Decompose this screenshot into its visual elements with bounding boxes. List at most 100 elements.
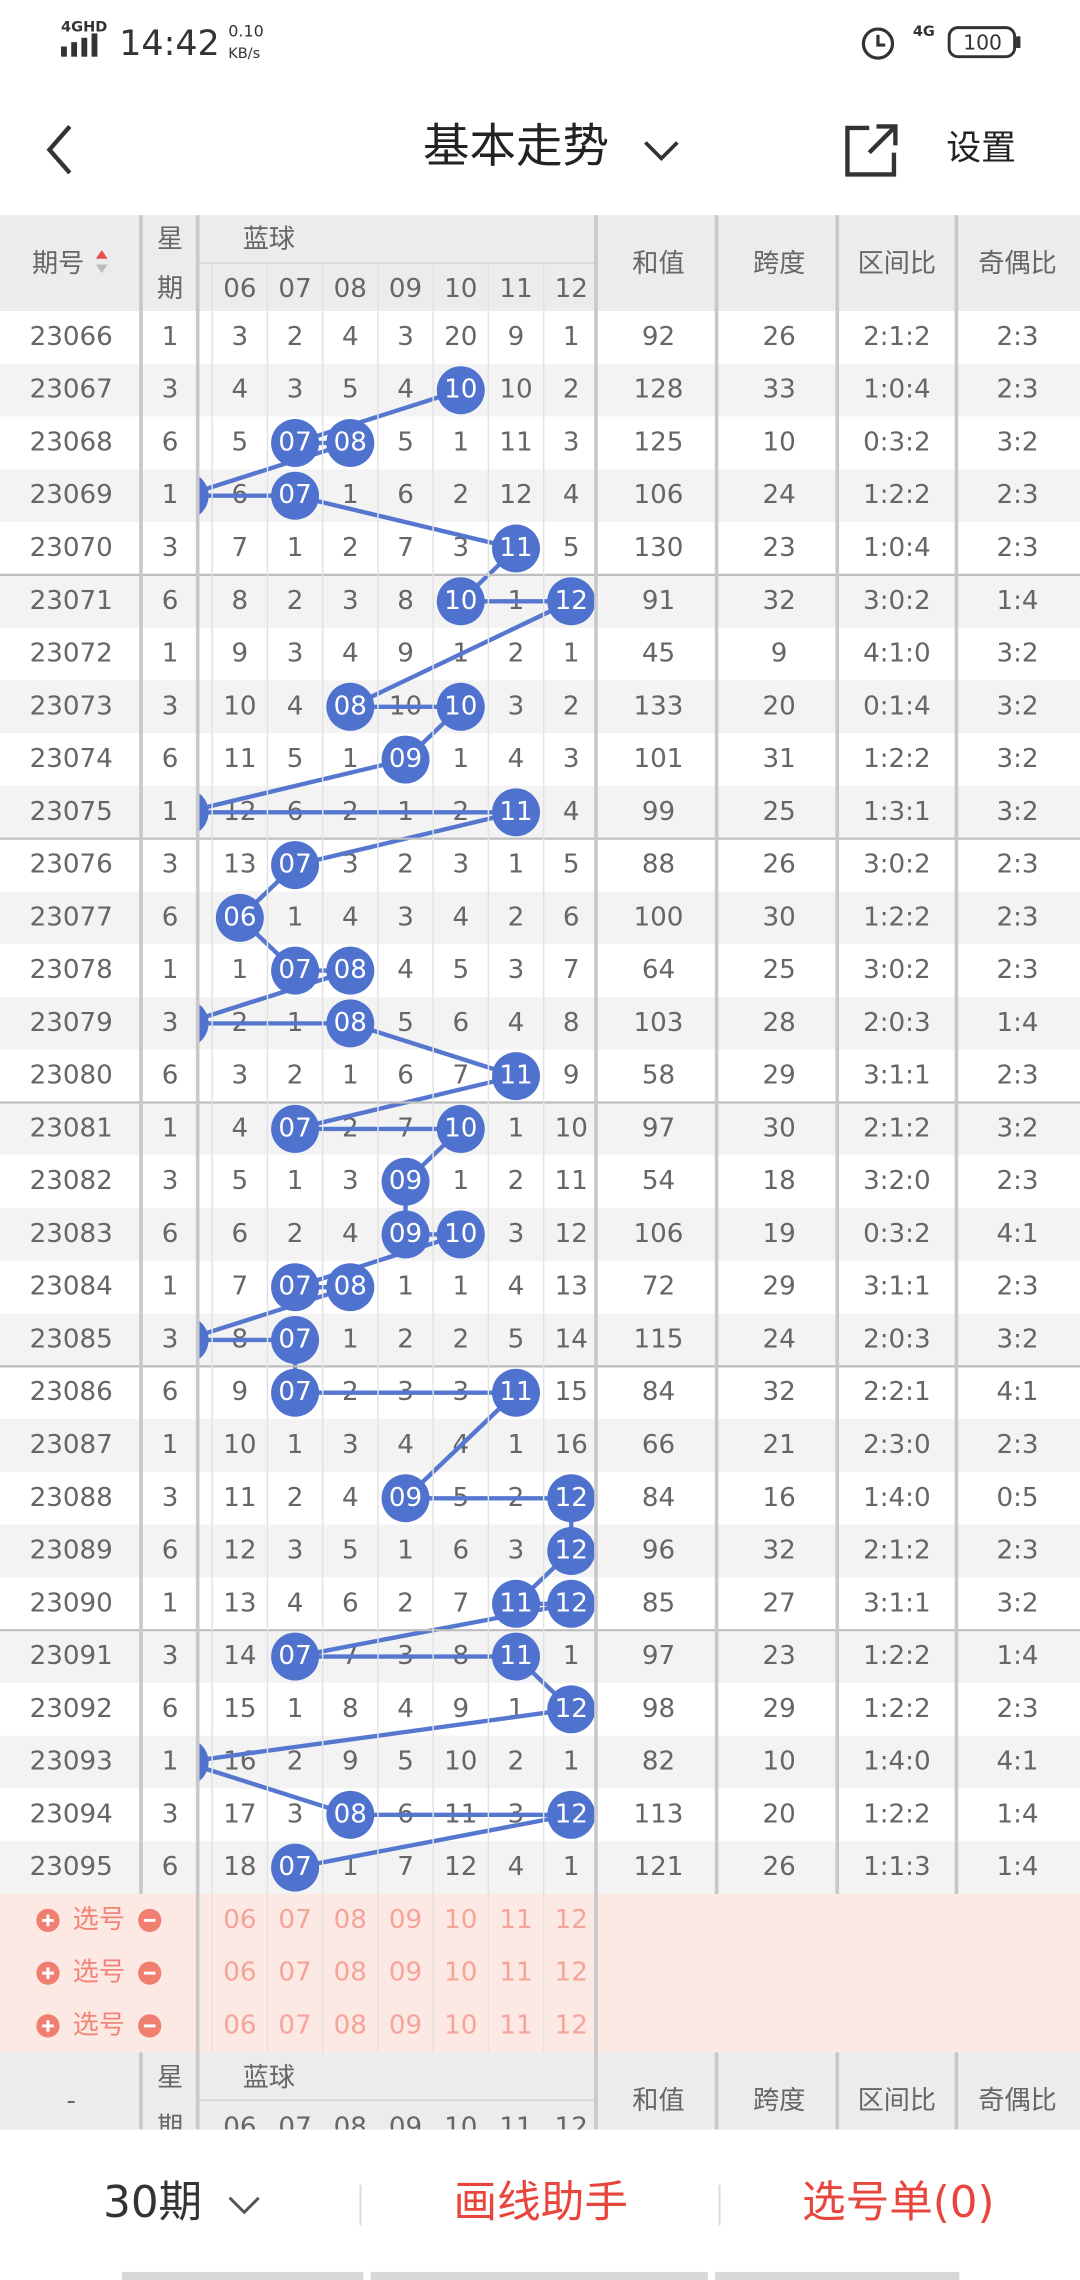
draw-helper-button[interactable]: 画线助手	[454, 2178, 628, 2228]
zone-cell: 2:1:2	[863, 1113, 931, 1143]
sum-cell: 82	[642, 1747, 675, 1777]
miss-count: 14	[223, 1641, 256, 1671]
miss-count: 3	[508, 1219, 525, 1249]
pick-number[interactable]: 10	[444, 1905, 477, 1935]
miss-count: 10	[555, 1113, 588, 1143]
miss-count: 4	[342, 639, 359, 669]
ball	[271, 1632, 320, 1681]
span-cell: 9	[771, 639, 788, 669]
pick-number[interactable]: 08	[334, 1905, 367, 1935]
period-cell: 23085	[30, 1324, 113, 1354]
span-cell: 16	[762, 1483, 795, 1513]
miss-count: 2	[287, 1747, 304, 1777]
ball-number: 10	[444, 1219, 477, 1249]
span-cell: 20	[762, 691, 795, 721]
pick-number[interactable]: 12	[555, 1958, 588, 1988]
trend-line	[197, 757, 407, 812]
sum-cell: 54	[642, 1166, 675, 1196]
zone-cell: 1:2:2	[863, 480, 931, 510]
pick-number[interactable]: 06	[223, 2010, 256, 2040]
ball	[197, 1319, 209, 1361]
odd-even-cell: 3:2	[996, 1113, 1038, 1143]
pick-number[interactable]: 11	[499, 1905, 532, 1935]
sum-cell: 133	[633, 691, 683, 721]
miss-count: 3	[232, 1061, 249, 1091]
pick-number[interactable]: 11	[499, 1958, 532, 1988]
miss-count: 9	[232, 1377, 249, 1407]
sort-icon[interactable]	[95, 264, 108, 274]
pick-number[interactable]: 07	[278, 2010, 311, 2040]
weekday-cell: 3	[162, 1324, 179, 1354]
miss-count: 6	[232, 1219, 249, 1249]
period-select[interactable]: 30期	[103, 2178, 202, 2228]
title-dropdown[interactable]: 基本走势	[423, 119, 679, 173]
settings-button[interactable]: 设置	[946, 129, 1016, 169]
back-button[interactable]	[46, 125, 72, 175]
sum-cell: 97	[642, 1641, 675, 1671]
miss-count: 4	[342, 1219, 359, 1249]
miss-count: 1	[397, 1536, 414, 1566]
miss-count: 6	[342, 1588, 359, 1618]
pick-number[interactable]: 09	[389, 2010, 422, 2040]
share-button[interactable]	[845, 124, 898, 177]
ball	[547, 577, 596, 626]
period-cell: 23069	[30, 480, 113, 510]
miss-count: 7	[397, 533, 414, 563]
row-bg	[0, 1524, 1080, 1578]
ball-number: 09	[389, 1166, 422, 1196]
row-bg	[0, 891, 1080, 945]
miss-count: 1	[287, 1694, 304, 1724]
miss-count: 2	[397, 1588, 414, 1618]
ball	[547, 1790, 596, 1839]
miss-count: 2	[287, 1219, 304, 1249]
pick-number[interactable]: 07	[278, 1905, 311, 1935]
pick-number[interactable]: 07	[278, 1958, 311, 1988]
zone-cell: 1:3:1	[863, 797, 931, 827]
span-cell: 31	[762, 744, 795, 774]
miss-count: 3	[397, 322, 414, 352]
miss-count: 1	[452, 744, 469, 774]
pick-label: 选号	[73, 2010, 125, 2040]
pick-number[interactable]: 06	[223, 1958, 256, 1988]
weekday-cell: 6	[162, 427, 179, 457]
span-cell: 30	[762, 1113, 795, 1143]
alarm-icon	[861, 27, 895, 60]
period-cell: 23084	[30, 1272, 113, 1302]
weekday-cell: 3	[162, 691, 179, 721]
pick-number[interactable]: 08	[334, 2010, 367, 2040]
pick-number[interactable]: 09	[389, 1958, 422, 1988]
ball	[436, 577, 485, 626]
weekday-cell: 1	[162, 1272, 179, 1302]
pick-list-button[interactable]: 选号单(0)	[802, 2178, 995, 2228]
sum-cell: 96	[642, 1536, 675, 1566]
pick-number[interactable]: 12	[555, 1905, 588, 1935]
miss-count: 7	[232, 533, 249, 563]
miss-count: 2	[508, 639, 525, 669]
miss-count: 2	[287, 586, 304, 616]
pick-number[interactable]: 08	[334, 1958, 367, 1988]
zone-cell: 3:0:2	[863, 586, 931, 616]
miss-count: 11	[555, 1166, 588, 1196]
miss-count: 5	[397, 1747, 414, 1777]
miss-count: 1	[563, 1852, 580, 1882]
weekday-cell: 6	[162, 1219, 179, 1249]
sort-icon[interactable]	[95, 250, 108, 259]
zone-cell: 0:1:4	[863, 691, 931, 721]
zone-cell: 3:0:2	[863, 955, 931, 985]
app-header: 基本走势 设置	[46, 119, 1016, 177]
pick-number[interactable]: 10	[444, 1958, 477, 1988]
pick-number[interactable]: 09	[389, 1905, 422, 1935]
sum-cell: 106	[633, 1219, 683, 1249]
miss-count: 1	[508, 850, 525, 880]
zone-cell: 0:3:2	[863, 427, 931, 457]
ball	[381, 1474, 430, 1523]
period-cell: 23067	[30, 375, 113, 405]
pick-number[interactable]: 10	[444, 2010, 477, 2040]
miss-count: 1	[287, 533, 304, 563]
pick-number[interactable]: 12	[555, 2010, 588, 2040]
miss-count: 6	[397, 480, 414, 510]
period-header[interactable]: 期号	[32, 249, 84, 279]
odd-even-cell: 2:3	[996, 322, 1038, 352]
pick-number[interactable]: 06	[223, 1905, 256, 1935]
pick-number[interactable]: 11	[499, 2010, 532, 2040]
